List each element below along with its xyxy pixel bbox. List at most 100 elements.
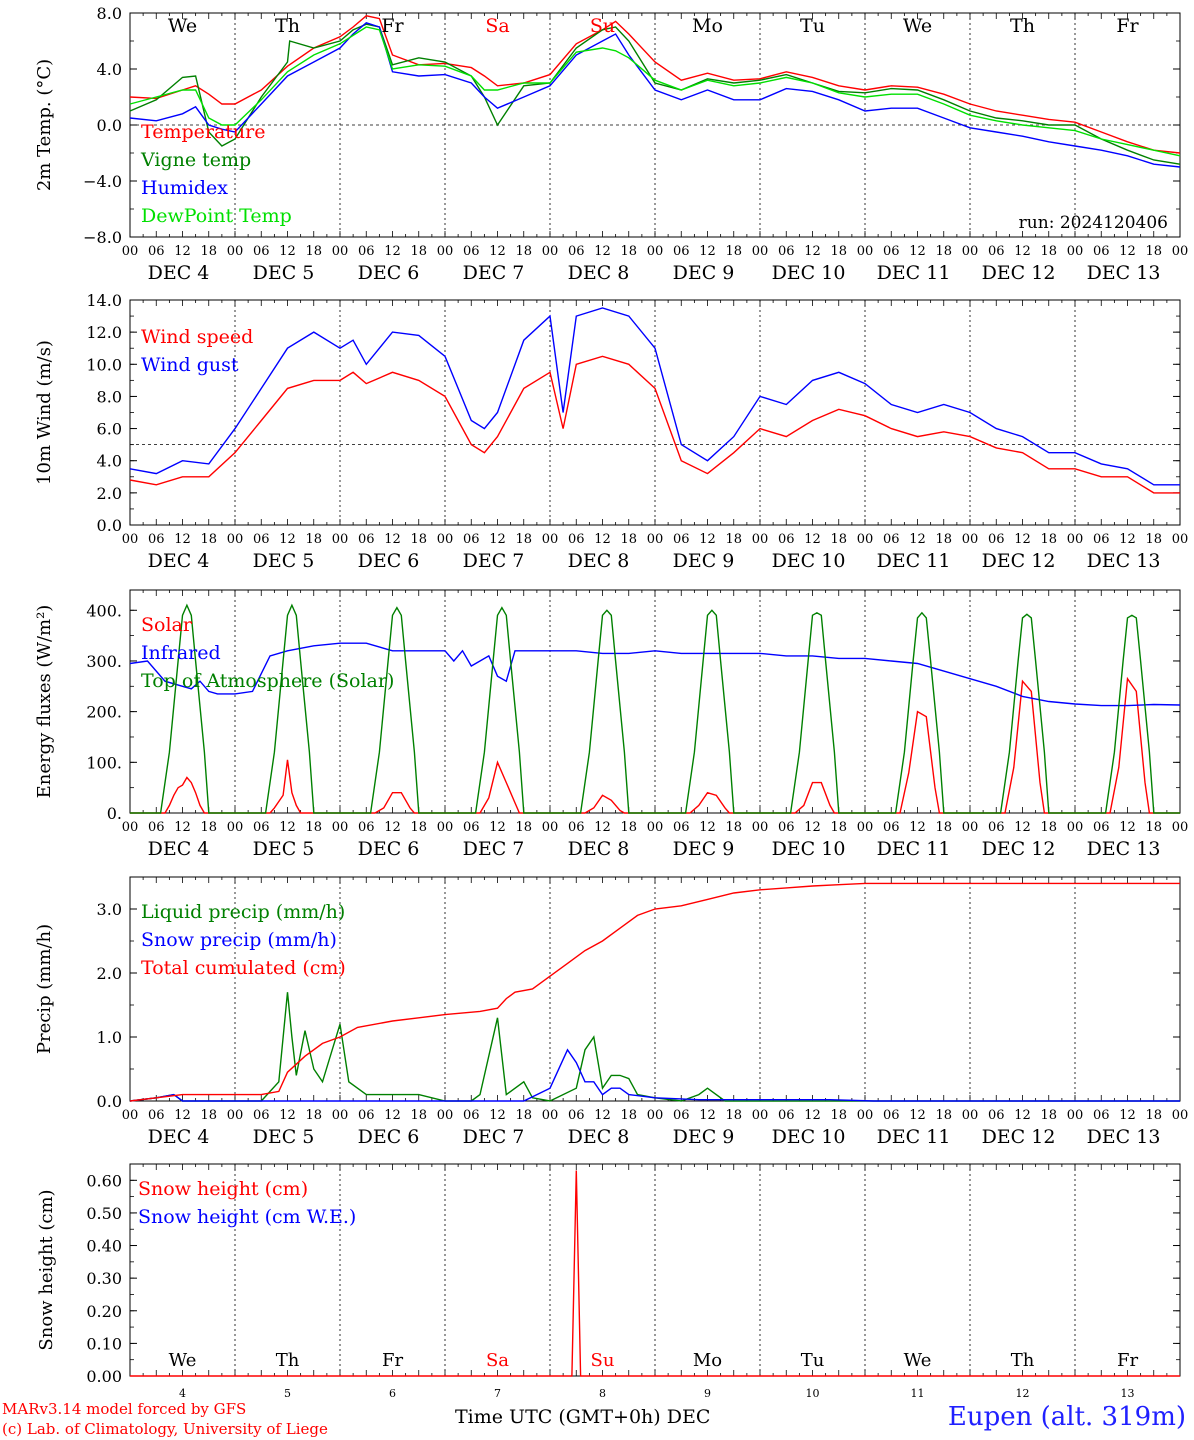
model-credit: MARv3.14 model forced by GFS: [2, 1400, 247, 1418]
hour-tick-label: 12: [1014, 1108, 1031, 1123]
hour-tick-label: 00: [752, 820, 769, 835]
hour-tick-label: 12: [384, 1108, 401, 1123]
hour-tick-label: 00: [962, 532, 979, 547]
hour-tick-label: 12: [489, 1108, 506, 1123]
panel-2: [129, 299, 1181, 526]
day-number-label: 9: [704, 1387, 711, 1400]
day-number-label: 4: [179, 1387, 186, 1400]
hour-tick-label: 18: [620, 244, 637, 259]
hour-tick-label: 18: [305, 244, 322, 259]
y-tick-label: 8.0: [97, 387, 122, 406]
hour-tick-label: 00: [437, 1108, 454, 1123]
y-tick-label: −8.0: [83, 228, 122, 247]
date-label: DEC 12: [982, 550, 1056, 572]
y-tick-label: 2.0: [97, 964, 122, 983]
hour-tick-label: 00: [332, 1108, 349, 1123]
date-label: DEC 6: [358, 262, 420, 284]
day-number-label: 11: [911, 1387, 925, 1400]
hour-tick-label: 12: [699, 820, 716, 835]
legend-entry: Snow height (cm W.E.): [138, 1206, 356, 1228]
x-axis-title: Time UTC (GMT+0h) DEC: [455, 1406, 711, 1428]
hour-tick-label: 18: [830, 532, 847, 547]
hour-tick-label: 12: [594, 244, 611, 259]
hour-tick-label: 12: [174, 1108, 191, 1123]
y-tick-label: 0.30: [86, 1269, 122, 1288]
hour-tick-label: 06: [988, 244, 1005, 259]
day-number-label: 7: [494, 1387, 501, 1400]
hour-tick-label: 06: [358, 244, 375, 259]
hour-tick-label: 18: [200, 244, 217, 259]
date-label: DEC 8: [568, 838, 630, 860]
hour-tick-label: 00: [752, 244, 769, 259]
legend-entry: Wind gust: [141, 354, 239, 376]
hour-tick-label: 00: [962, 244, 979, 259]
date-label: DEC 7: [463, 262, 525, 284]
weekday-label: Mo: [693, 1350, 722, 1371]
date-label: DEC 7: [463, 838, 525, 860]
date-label: DEC 11: [877, 838, 951, 860]
hour-tick-label: 18: [935, 532, 952, 547]
hour-tick-label: 00: [647, 244, 664, 259]
series-liquid-precip-mm-h-: [129, 992, 1180, 1102]
date-label: DEC 10: [772, 1126, 846, 1148]
hour-tick-label: 00: [227, 1108, 244, 1123]
y-tick-label: 2.0: [97, 484, 122, 503]
hour-tick-label: 00: [542, 820, 559, 835]
date-label: DEC 9: [673, 838, 735, 860]
y-tick-label: 12.0: [86, 323, 122, 342]
day-number-label: 6: [389, 1387, 396, 1400]
y-tick-label: 0.0: [97, 516, 122, 535]
hour-tick-label: 18: [725, 1108, 742, 1123]
y-tick-label: 10.0: [86, 355, 122, 374]
hour-tick-label: 18: [1145, 1108, 1162, 1123]
hour-tick-label: 06: [358, 1108, 375, 1123]
hour-tick-label: 00: [1067, 532, 1084, 547]
date-label: DEC 8: [568, 262, 630, 284]
hour-tick-label: 18: [620, 820, 637, 835]
legend-entry: Snow height (cm): [138, 1178, 308, 1200]
date-label: DEC 6: [358, 1126, 420, 1148]
series-solar: [130, 676, 1180, 814]
hour-tick-label: 06: [568, 244, 585, 259]
day-number-label: 12: [1016, 1387, 1030, 1400]
date-label: DEC 12: [982, 1126, 1056, 1148]
hour-tick-label: 00: [437, 532, 454, 547]
hour-tick-label: 12: [1119, 1108, 1136, 1123]
hour-tick-label: 12: [594, 1108, 611, 1123]
hour-tick-label: 12: [279, 244, 296, 259]
y-tick-label: 0.00: [86, 1367, 122, 1386]
hour-tick-label: 06: [148, 1108, 165, 1123]
hour-tick-label: 06: [463, 1108, 480, 1123]
hour-tick-label: 06: [358, 532, 375, 547]
hour-tick-label: 00: [1067, 820, 1084, 835]
weekday-label: Mo: [692, 15, 723, 37]
legend-entry: Total cumulated (cm): [141, 957, 346, 979]
station-name: Eupen (alt. 319m): [947, 1402, 1186, 1432]
hour-tick-label: 06: [988, 1108, 1005, 1123]
hour-tick-label: 18: [515, 532, 532, 547]
hour-tick-label: 06: [988, 532, 1005, 547]
hour-tick-label: 18: [410, 244, 427, 259]
hour-tick-label: 18: [515, 244, 532, 259]
hour-tick-label: 18: [200, 532, 217, 547]
weekday-label: Fr: [1117, 1350, 1138, 1371]
panel-1: [129, 12, 1181, 238]
hour-tick-label: 06: [253, 244, 270, 259]
y-axis-label: Snow height (cm): [36, 1189, 57, 1350]
weekday-label: Fr: [382, 1350, 403, 1371]
hour-tick-label: 00: [542, 1108, 559, 1123]
hour-tick-label: 18: [1145, 820, 1162, 835]
y-tick-label: 4.0: [97, 452, 122, 471]
hour-tick-label: 06: [1093, 244, 1110, 259]
y-tick-label: 0.60: [86, 1171, 122, 1190]
hour-tick-label: 00: [437, 244, 454, 259]
hour-tick-label: 12: [909, 1108, 926, 1123]
day-number-label: 8: [599, 1387, 606, 1400]
hour-tick-label: 06: [673, 244, 690, 259]
hour-tick-label: 18: [830, 1108, 847, 1123]
hour-tick-label: 18: [935, 1108, 952, 1123]
hour-tick-label: 12: [804, 1108, 821, 1123]
y-tick-label: 0.10: [86, 1334, 122, 1353]
date-label: DEC 13: [1087, 550, 1161, 572]
